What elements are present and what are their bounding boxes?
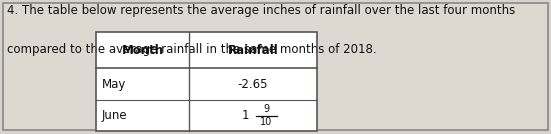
Bar	[96, 32, 317, 131]
Text: compared to the average rainfall in the same months of 2018.: compared to the average rainfall in the …	[7, 43, 376, 56]
Text: June: June	[102, 109, 128, 122]
FancyBboxPatch shape	[3, 3, 548, 130]
Text: May: May	[102, 78, 126, 91]
Text: 4. The table below represents the average inches of rainfall over the last four : 4. The table below represents the averag…	[7, 4, 515, 17]
Bar	[96, 32, 317, 131]
Text: -2.65: -2.65	[237, 78, 268, 91]
Text: Rainfall: Rainfall	[228, 44, 278, 57]
Text: 9: 9	[263, 104, 270, 114]
Text: Month: Month	[122, 44, 164, 57]
Text: 1: 1	[242, 109, 250, 122]
Text: 10: 10	[260, 117, 272, 127]
